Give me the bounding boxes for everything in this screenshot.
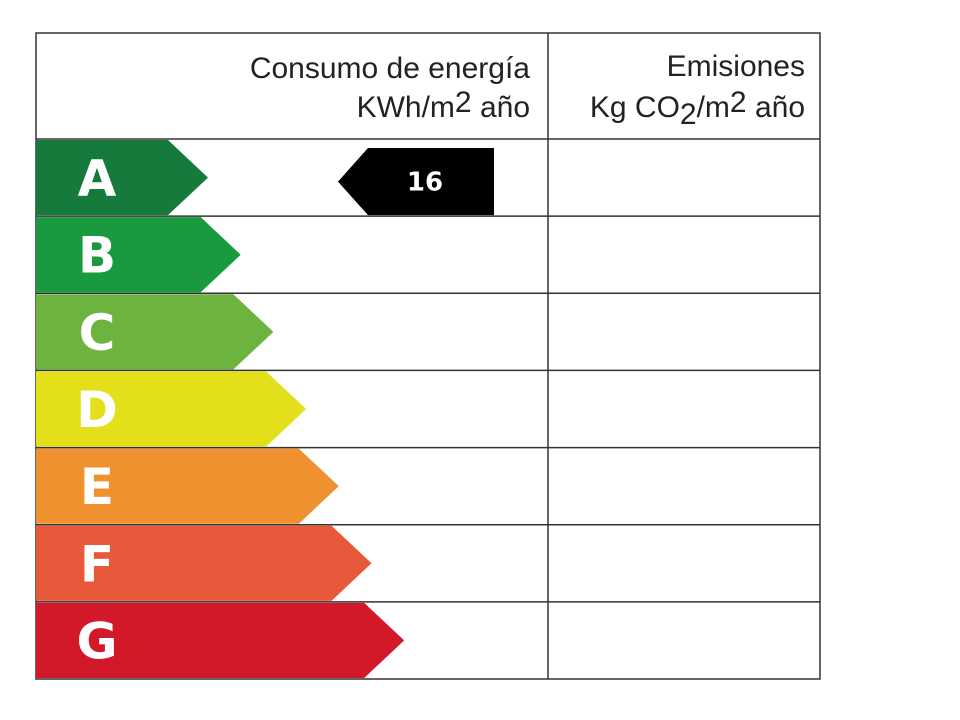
unit-part: 2 [680,98,697,131]
rating-arrow [36,217,241,293]
rating-letter: C [79,304,116,362]
rating-arrow [36,525,372,601]
rating-letter: A [78,150,117,208]
rating-letter: E [80,458,114,516]
rating-letter: F [80,535,114,593]
consumption-title: Consumo de energía [250,52,530,85]
consumption-unit: KWh/m2 año [357,86,530,124]
unit-part: KWh/m [357,91,455,124]
consumption-indicator [338,148,494,216]
unit-part: año [747,91,805,124]
unit-part: 2 [455,86,472,119]
unit-part: año [472,91,530,124]
unit-part: 2 [730,86,747,119]
rating-arrow [36,602,405,678]
emissions-unit: Kg CO2/m2 año [590,86,805,131]
consumption-value: 16 [407,168,443,198]
unit-part: Kg CO [590,91,680,124]
rating-letter: G [76,612,117,670]
rating-arrow [36,371,307,447]
rating-letter: B [78,227,116,285]
emissions-title: Emisiones [667,50,805,83]
rating-arrow [36,140,208,216]
rating-letter: D [76,381,118,439]
unit-part: /m [697,91,730,124]
rating-arrow [36,448,339,524]
rating-arrow [36,294,274,370]
